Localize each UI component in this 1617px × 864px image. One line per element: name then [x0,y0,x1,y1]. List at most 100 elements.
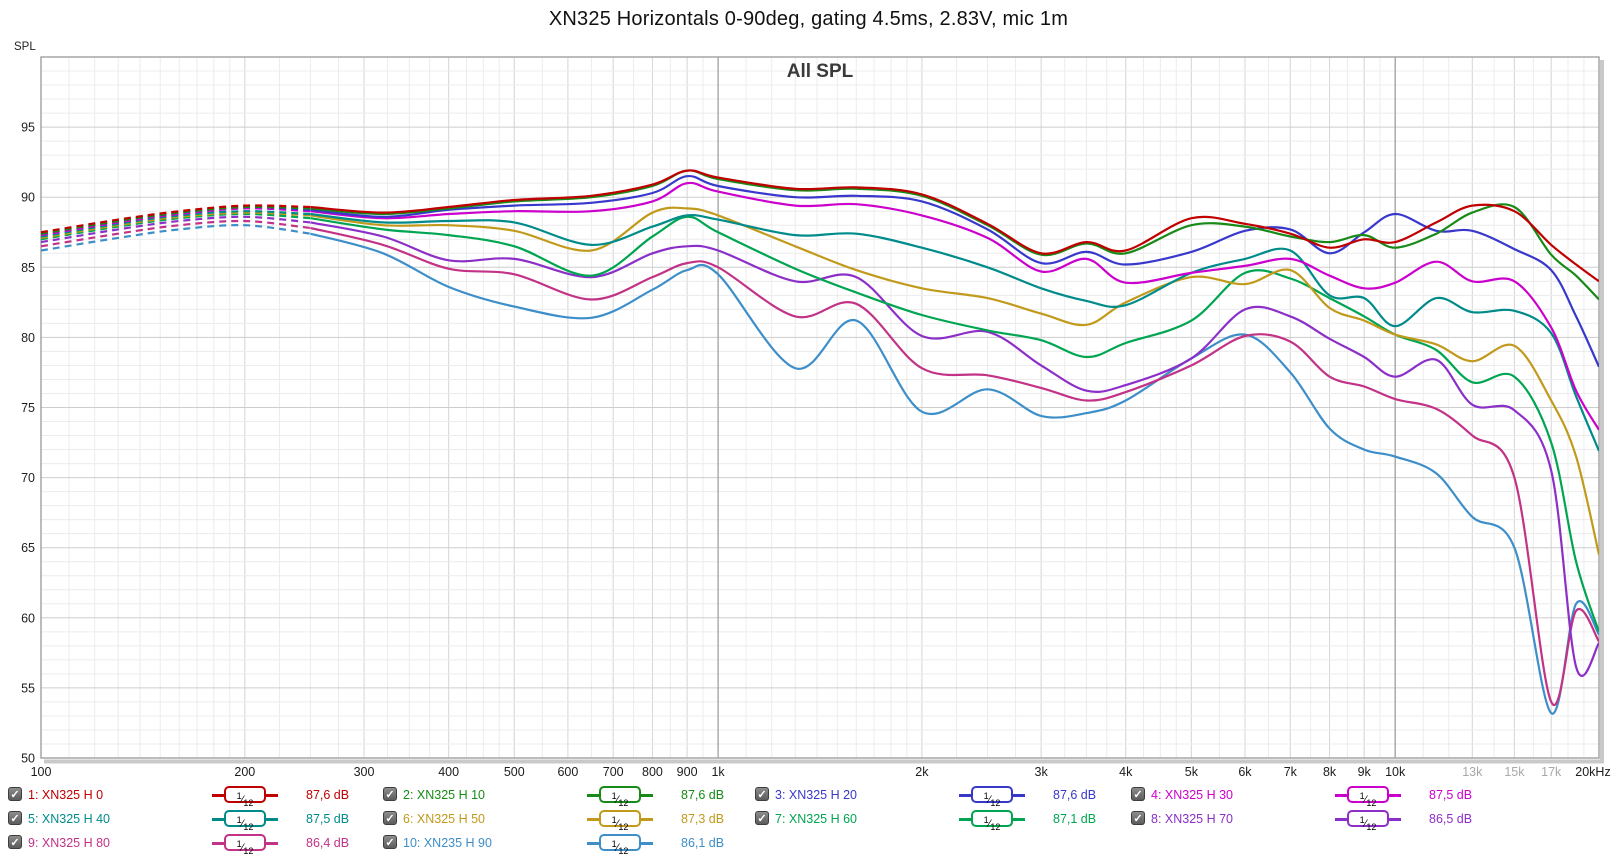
trace-line-sample [959,794,971,797]
x-tick-label: 900 [677,765,698,779]
legend-entry: ✓ 4: XN325 H 30 1⁄12 87,5 dB [1131,786,1503,808]
y-axis-title: SPL [14,41,36,53]
trace-visible-checkbox[interactable]: ✓ [383,811,397,825]
trace-line-sample [266,842,278,845]
trace-line-sample [266,794,278,797]
x-tick-label: 400 [438,765,459,779]
smoothing-badge[interactable]: 1⁄12 [959,810,1031,832]
x-tick-label: 6k [1238,765,1252,779]
trace-line-sample [212,794,224,797]
trace-visible-checkbox[interactable]: ✓ [755,787,769,801]
smoothing-fraction-label: 1⁄12 [971,786,1013,808]
smoothing-badge[interactable]: 1⁄12 [1335,786,1407,808]
trace-line-sample [641,794,653,797]
trace-visible-checkbox[interactable]: ✓ [8,787,22,801]
smoothing-badge[interactable]: 1⁄12 [212,786,284,808]
x-tick-label: 100 [31,765,52,779]
trace-visible-checkbox[interactable]: ✓ [1131,787,1145,801]
smoothing-badge[interactable]: 1⁄12 [212,834,284,856]
curve-dashed-6: XN325 H 50 [41,211,311,239]
curve-dashed-4: XN325 H 30 [41,207,311,237]
trace-spl-value: 87,5 dB [306,812,350,826]
y-tick-label: 75 [21,401,35,415]
x-tick-label: 200 [234,765,255,779]
smoothing-badge[interactable]: 1⁄12 [587,786,659,808]
trace-line-sample [1013,794,1025,797]
trace-visible-checkbox[interactable]: ✓ [755,811,769,825]
smoothing-fraction-label: 1⁄12 [599,834,641,856]
curve-dashed-1: XN325 H 0 [41,204,311,234]
legend-entry: ✓ 10: XN235 H 90 1⁄12 86,1 dB [383,834,755,856]
trace-line-sample [587,794,599,797]
curve-dashed-7: XN325 H 60 [41,212,311,241]
trace-line-sample [1013,818,1025,821]
trace-label[interactable]: 7: XN325 H 60 [775,812,857,826]
trace-line-sample [641,818,653,821]
curve-1: XN325 H 0 [310,169,1599,283]
trace-visible-checkbox[interactable]: ✓ [383,787,397,801]
curve-2: XN325 H 10 [310,169,1599,301]
trace-label[interactable]: 6: XN325 H 50 [403,812,485,826]
trace-spl-value: 87,6 dB [1053,788,1097,802]
curve-3: XN325 H 20 [310,175,1599,368]
legend-entry: ✓ 3: XN325 H 20 1⁄12 87,6 dB [755,786,1127,808]
trace-label[interactable]: 8: XN325 H 70 [1151,812,1233,826]
trace-spl-value: 87,1 dB [1053,812,1097,826]
x-tick-label: 4k [1119,765,1133,779]
trace-line-sample [1389,794,1401,797]
legend-entry: ✓ 9: XN325 H 80 1⁄12 86,4 dB [8,834,380,856]
smoothing-fraction-label: 1⁄12 [224,810,266,832]
curve-6: XN325 H 50 [310,206,1599,555]
curve-7: XN325 H 60 [310,215,1599,633]
curve-dashed-5: XN325 H 40 [41,210,311,238]
plot-border [40,56,1600,759]
smoothing-badge[interactable]: 1⁄12 [212,810,284,832]
trace-label[interactable]: 5: XN325 H 40 [28,812,110,826]
x-tick-label: 5k [1185,765,1199,779]
trace-label[interactable]: 3: XN325 H 20 [775,788,857,802]
y-tick-label: 90 [21,191,35,205]
trace-visible-checkbox[interactable]: ✓ [8,811,22,825]
legend-entry: ✓ 5: XN325 H 40 1⁄12 87,5 dB [8,810,380,832]
x-tick-label: 20kHz [1575,765,1610,779]
trace-line-sample [212,818,224,821]
x-tick-label: 9k [1358,765,1372,779]
y-tick-label: 80 [21,331,35,345]
trace-visible-checkbox[interactable]: ✓ [1131,811,1145,825]
smoothing-badge[interactable]: 1⁄12 [587,834,659,856]
trace-line-sample [641,842,653,845]
plot-shadow-right [1600,60,1604,762]
trace-label[interactable]: 2: XN325 H 10 [403,788,485,802]
legend-entry: ✓ 2: XN325 H 10 1⁄12 87,6 dB [383,786,755,808]
y-tick-label: 95 [21,121,35,135]
legend-entry: ✓ 6: XN325 H 50 1⁄12 87,3 dB [383,810,755,832]
x-tick-label: 10k [1385,765,1406,779]
trace-label[interactable]: 4: XN325 H 30 [1151,788,1233,802]
curve-5: XN325 H 40 [310,212,1599,452]
smoothing-fraction-label: 1⁄12 [224,834,266,856]
smoothing-fraction-label: 1⁄12 [599,786,641,808]
trace-label[interactable]: 10: XN235 H 90 [403,836,492,850]
trace-label[interactable]: 1: XN325 H 0 [28,788,104,802]
smoothing-badge[interactable]: 1⁄12 [959,786,1031,808]
trace-visible-checkbox[interactable]: ✓ [383,835,397,849]
x-tick-label: 7k [1284,765,1298,779]
smoothing-badge[interactable]: 1⁄12 [1335,810,1407,832]
spl-frequency-response-chart: SPL All SPL 50 55 60 65 70 75 80 85 90 95 100 200 300 4… [14,41,1611,779]
trace-label[interactable]: 9: XN325 H 80 [28,836,110,850]
x-tick-label: 2k [915,765,929,779]
smoothing-fraction-label: 1⁄12 [1347,786,1389,808]
curve-8: XN325 H 70 [310,221,1599,677]
curve-dashed-9: XN325 H 80 [41,219,311,248]
x-tick-label: 8k [1323,765,1337,779]
y-tick-label: 85 [21,261,35,275]
trace-visible-checkbox[interactable]: ✓ [8,835,22,849]
x-tick-label: 13k [1462,765,1483,779]
smoothing-badge[interactable]: 1⁄12 [587,810,659,832]
y-tick-label: 60 [21,611,35,625]
x-tick-label: 700 [603,765,624,779]
trace-spl-value: 86,4 dB [306,836,350,850]
curve-4: XN325 H 30 [310,181,1599,431]
trace-line-sample [1335,794,1347,797]
